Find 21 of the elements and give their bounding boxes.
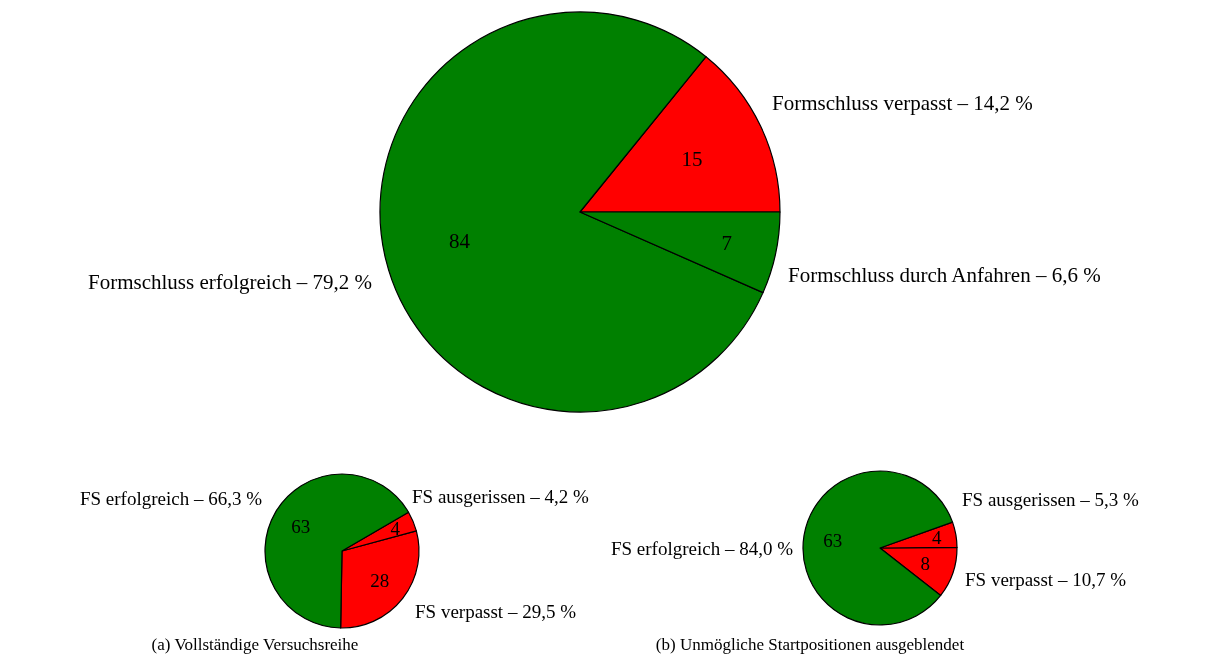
slice-label: Formschluss verpasst – 14,2 % [772, 91, 1033, 115]
slice-label: FS erfolgreich – 66,3 % [79, 488, 263, 509]
data-label: 15 [681, 146, 703, 171]
data-label: 8 [920, 552, 930, 574]
slice-label: FS verpasst – 10,7 % [965, 569, 1127, 590]
data-label: 4 [932, 527, 943, 549]
text: (a) Vollständige Versuchsreihe [151, 635, 359, 654]
data-label: 7 [721, 230, 733, 255]
data-label: 63 [823, 529, 843, 551]
slice-label: Formschluss erfolgreich – 79,2 % [87, 270, 372, 294]
data-label: 84 [448, 229, 471, 254]
slice-label: FS erfolgreich – 84,0 % [610, 538, 794, 559]
data-label: 4 [390, 518, 401, 540]
text: (b) Unmögliche Startpositionen ausgeblendet [655, 635, 965, 654]
data-label: 28 [370, 569, 390, 591]
pie-slice [802, 470, 954, 626]
slice-label: FS ausgerissen – 4,2 % [412, 486, 589, 507]
data-label: 63 [291, 516, 311, 538]
slice-label: FS verpasst – 29,5 % [415, 601, 577, 622]
slice-label: FS ausgerissen – 5,3 % [962, 489, 1139, 510]
slice-label: Formschluss durch Anfahren – 6,6 % [788, 263, 1101, 287]
